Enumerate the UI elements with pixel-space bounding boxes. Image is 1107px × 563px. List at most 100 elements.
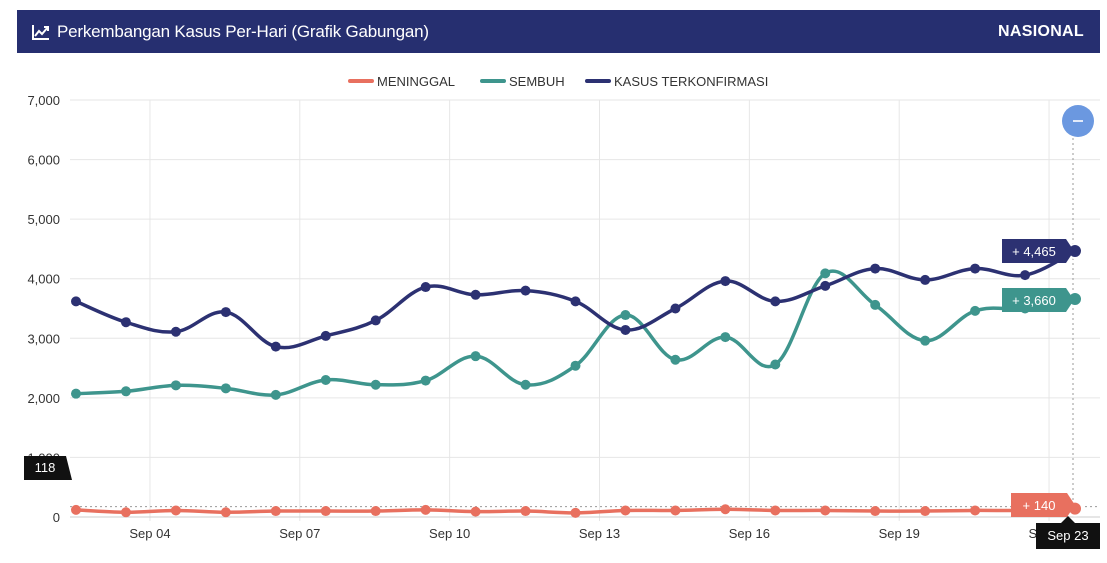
data-point-deaths[interactable]: [71, 504, 81, 515]
series-recovered: [71, 268, 1083, 400]
data-point-recovered[interactable]: [470, 351, 481, 362]
data-point-confirmed[interactable]: [270, 341, 281, 352]
data-point-recovered[interactable]: [420, 375, 431, 386]
data-point-recovered[interactable]: [820, 268, 831, 279]
data-point-recovered[interactable]: [120, 386, 131, 397]
data-point-recovered[interactable]: [670, 354, 681, 365]
data-point-deaths[interactable]: [620, 505, 631, 516]
data-point-confirmed[interactable]: [820, 280, 831, 291]
data-point-deaths[interactable]: [370, 506, 381, 517]
tooltips: + 4,465 + 3,660 + 140 118 Sep 23: [24, 239, 1100, 549]
tooltip-deaths: + 140: [1011, 493, 1075, 517]
data-point-confirmed[interactable]: [870, 263, 881, 274]
data-point-deaths[interactable]: [270, 506, 281, 517]
data-point-deaths[interactable]: [670, 505, 681, 516]
legend-label: MENINGGAL: [377, 74, 455, 89]
tooltip-recovered: + 3,660: [1002, 288, 1074, 312]
data-point-recovered[interactable]: [270, 389, 281, 400]
data-point-recovered[interactable]: [71, 388, 81, 399]
data-point-confirmed[interactable]: [620, 324, 631, 335]
y-tick-label: 6,000: [27, 153, 60, 168]
data-point-deaths[interactable]: [420, 504, 431, 515]
data-point-confirmed[interactable]: [370, 315, 381, 326]
data-point-recovered[interactable]: [570, 360, 581, 371]
grid-lines: [70, 99, 1100, 521]
y-tick-label: 3,000: [27, 331, 60, 346]
x-tick-label: Sep 04: [129, 526, 170, 541]
data-point-recovered[interactable]: [620, 310, 631, 321]
series-confirmed: [71, 243, 1083, 352]
series-deaths: [71, 500, 1083, 518]
data-point-recovered[interactable]: [170, 380, 181, 391]
data-point-deaths[interactable]: [920, 506, 931, 517]
data-point-recovered[interactable]: [920, 335, 931, 346]
x-tick-label: Sep 13: [579, 526, 620, 541]
tooltip-recovered-box: [1002, 288, 1074, 312]
data-point-deaths[interactable]: [720, 504, 731, 515]
data-point-recovered[interactable]: [970, 305, 981, 316]
data-point-deaths[interactable]: [520, 506, 531, 517]
tooltip-deaths-box: [1011, 493, 1075, 517]
data-point-recovered[interactable]: [370, 379, 381, 390]
data-point-deaths[interactable]: [870, 506, 881, 517]
data-point-confirmed[interactable]: [120, 317, 131, 328]
data-point-recovered[interactable]: [320, 374, 331, 385]
data-point-confirmed[interactable]: [320, 330, 331, 341]
data-point-confirmed[interactable]: [920, 274, 931, 285]
data-point-deaths[interactable]: [970, 505, 981, 516]
x-tick-label: Sep 16: [729, 526, 770, 541]
y-tick-label: 5,000: [27, 212, 60, 227]
data-point-confirmed[interactable]: [71, 296, 81, 307]
data-point-deaths[interactable]: [320, 506, 331, 517]
data-point-deaths[interactable]: [770, 505, 781, 516]
line-chart-icon: [32, 24, 49, 40]
data-point-confirmed[interactable]: [220, 307, 231, 318]
x-tick-label: Sep 10: [429, 526, 470, 541]
data-point-recovered[interactable]: [520, 379, 531, 390]
header-left: Perkembangan Kasus Per-Hari (Grafik Gabu…: [31, 22, 429, 42]
tooltip-confirmed: + 4,465: [1002, 239, 1074, 263]
y-crosshair-label-box: [24, 456, 72, 480]
y-tick-label: 7,000: [27, 93, 60, 108]
data-point-confirmed[interactable]: [770, 296, 781, 307]
legend-label: KASUS TERKONFIRMASI: [614, 74, 768, 89]
reset-zoom-button[interactable]: [1062, 105, 1094, 137]
data-point-deaths[interactable]: [570, 507, 581, 518]
tooltip-deaths-text: + 140: [1023, 498, 1056, 513]
data-point-recovered[interactable]: [770, 359, 781, 370]
y-crosshair-label: 118: [24, 456, 72, 480]
y-crosshair-label-text: 118: [35, 460, 56, 475]
data-point-confirmed[interactable]: [420, 282, 431, 293]
x-tick-label: Sep 07: [279, 526, 320, 541]
chart-header: Perkembangan Kasus Per-Hari (Grafik Gabu…: [17, 10, 1100, 53]
legend-item-deaths[interactable]: MENINGGAL: [348, 74, 455, 89]
data-point-confirmed[interactable]: [170, 326, 181, 337]
data-point-confirmed[interactable]: [670, 303, 681, 314]
data-point-confirmed[interactable]: [520, 285, 531, 296]
data-point-recovered[interactable]: [870, 299, 881, 310]
tooltip-recovered-text: + 3,660: [1012, 293, 1056, 308]
tooltip-confirmed-text: + 4,465: [1012, 244, 1056, 259]
data-point-recovered[interactable]: [220, 383, 231, 394]
legend[interactable]: MENINGGAL SEMBUH KASUS TERKONFIRMASI: [348, 74, 768, 89]
legend-item-recovered[interactable]: SEMBUH: [480, 74, 565, 89]
series-line-recovered: [75, 269, 1076, 397]
data-point-deaths[interactable]: [470, 506, 481, 517]
data-point-confirmed[interactable]: [720, 276, 731, 287]
scope-label: NASIONAL: [998, 22, 1084, 40]
y-tick-label: 0: [53, 510, 60, 525]
data-point-deaths[interactable]: [170, 505, 181, 516]
data-point-confirmed[interactable]: [570, 296, 581, 307]
data-point-confirmed[interactable]: [1020, 270, 1031, 281]
data-point-confirmed[interactable]: [970, 263, 981, 274]
data-point-confirmed[interactable]: [470, 289, 481, 300]
data-point-deaths[interactable]: [120, 507, 131, 518]
data-point-deaths[interactable]: [220, 507, 231, 518]
data-point-recovered[interactable]: [720, 332, 731, 343]
legend-item-confirmed[interactable]: KASUS TERKONFIRMASI: [585, 74, 768, 89]
x-crosshair-label: Sep 23: [1036, 516, 1100, 549]
data-point-deaths[interactable]: [820, 505, 831, 516]
